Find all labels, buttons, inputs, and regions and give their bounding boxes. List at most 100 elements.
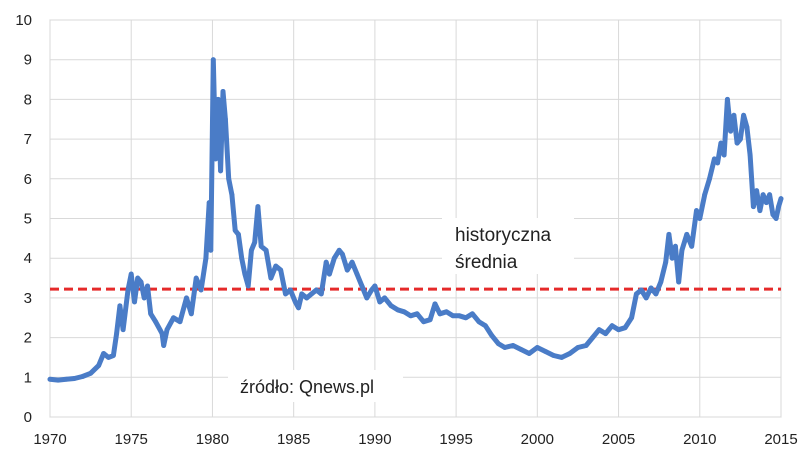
x-tick-label: 1990: [358, 431, 391, 448]
data-point: [125, 287, 131, 293]
data-point: [669, 255, 675, 261]
data-point: [551, 353, 556, 358]
data-point: [778, 196, 784, 202]
data-point: [292, 299, 298, 305]
x-tick-label: 2010: [683, 431, 716, 448]
data-point: [443, 309, 449, 315]
data-point: [208, 247, 214, 253]
data-point: [71, 376, 77, 381]
x-tick-label: 1985: [277, 431, 310, 448]
data-point: [711, 156, 717, 162]
data-point: [702, 192, 708, 198]
data-point: [463, 315, 469, 321]
annotation-background: [442, 218, 574, 274]
data-point: [101, 351, 107, 356]
data-point: [210, 57, 216, 63]
data-point: [273, 263, 279, 269]
y-tick-label: 0: [24, 409, 32, 426]
data-point: [663, 259, 669, 265]
data-point: [296, 305, 301, 311]
x-tick-label: 1980: [196, 431, 229, 448]
y-tick-label: 6: [24, 171, 32, 188]
data-point: [718, 140, 724, 146]
data-point: [252, 239, 258, 245]
data-point: [616, 327, 621, 333]
data-point: [679, 247, 685, 253]
data-point: [232, 228, 238, 233]
data-point: [114, 331, 120, 337]
source-label: źródło: Qnews.pl: [240, 377, 374, 397]
data-point: [354, 271, 360, 277]
data-point: [731, 112, 737, 118]
average-label-line2: średnia: [455, 252, 518, 273]
x-tick-label: 2005: [602, 431, 635, 448]
data-point: [395, 307, 401, 313]
y-tick-label: 7: [24, 131, 32, 148]
data-point: [327, 271, 332, 277]
y-tick-label: 8: [24, 91, 32, 108]
data-point: [255, 204, 261, 209]
data-point: [707, 176, 712, 182]
data-point: [268, 275, 274, 281]
data-point: [148, 311, 154, 317]
data-point: [263, 247, 269, 253]
data-point: [215, 97, 221, 102]
data-point: [388, 303, 394, 309]
data-point: [138, 279, 144, 285]
data-point: [159, 331, 165, 337]
data-point: [304, 295, 310, 301]
data-point: [128, 271, 134, 277]
data-point: [249, 247, 254, 253]
data-point: [336, 247, 342, 253]
data-point: [153, 319, 158, 325]
data-point: [218, 168, 223, 174]
data-point: [489, 333, 495, 339]
data-point: [653, 291, 659, 297]
data-point: [697, 216, 703, 221]
y-tick-label: 9: [24, 52, 32, 69]
data-point: [770, 212, 776, 217]
average-label-line1: historyczna: [455, 225, 552, 246]
data-point: [543, 349, 548, 354]
data-point: [437, 311, 443, 317]
data-point: [596, 327, 602, 333]
data-point: [721, 152, 727, 158]
data-point: [340, 251, 345, 257]
data-point: [526, 351, 532, 356]
data-point: [450, 313, 456, 319]
data-point: [741, 112, 747, 118]
data-point: [220, 89, 226, 94]
x-tick-label: 2015: [764, 431, 797, 448]
data-point: [164, 327, 170, 333]
data-point: [145, 283, 150, 289]
data-point: [408, 313, 414, 319]
data-point: [80, 374, 85, 379]
data-point: [188, 311, 194, 317]
data-point: [518, 347, 524, 352]
data-point: [747, 152, 753, 158]
data-point: [590, 335, 595, 340]
data-point: [603, 331, 608, 337]
data-point: [495, 341, 501, 346]
x-axis-ticks: 1970 1975 1980 1985 1990 1995 2000 2005 2010 2015: [33, 431, 797, 448]
data-point: [734, 140, 740, 146]
data-point: [676, 279, 682, 285]
data-point: [372, 283, 378, 289]
data-point: [135, 275, 141, 281]
data-point: [382, 295, 388, 301]
data-point: [629, 315, 634, 321]
x-tick-label: 1970: [33, 431, 66, 448]
data-point: [694, 208, 699, 213]
data-point: [401, 309, 407, 315]
data-point: [744, 124, 750, 130]
data-point: [369, 287, 375, 293]
data-point: [309, 291, 314, 297]
data-point: [63, 376, 69, 382]
data-point: [658, 279, 664, 285]
data-point: [583, 343, 589, 348]
data-point: [757, 208, 763, 213]
y-tick-label: 10: [15, 12, 32, 29]
data-point: [184, 295, 189, 301]
data-point: [432, 301, 438, 307]
data-point: [760, 192, 766, 198]
